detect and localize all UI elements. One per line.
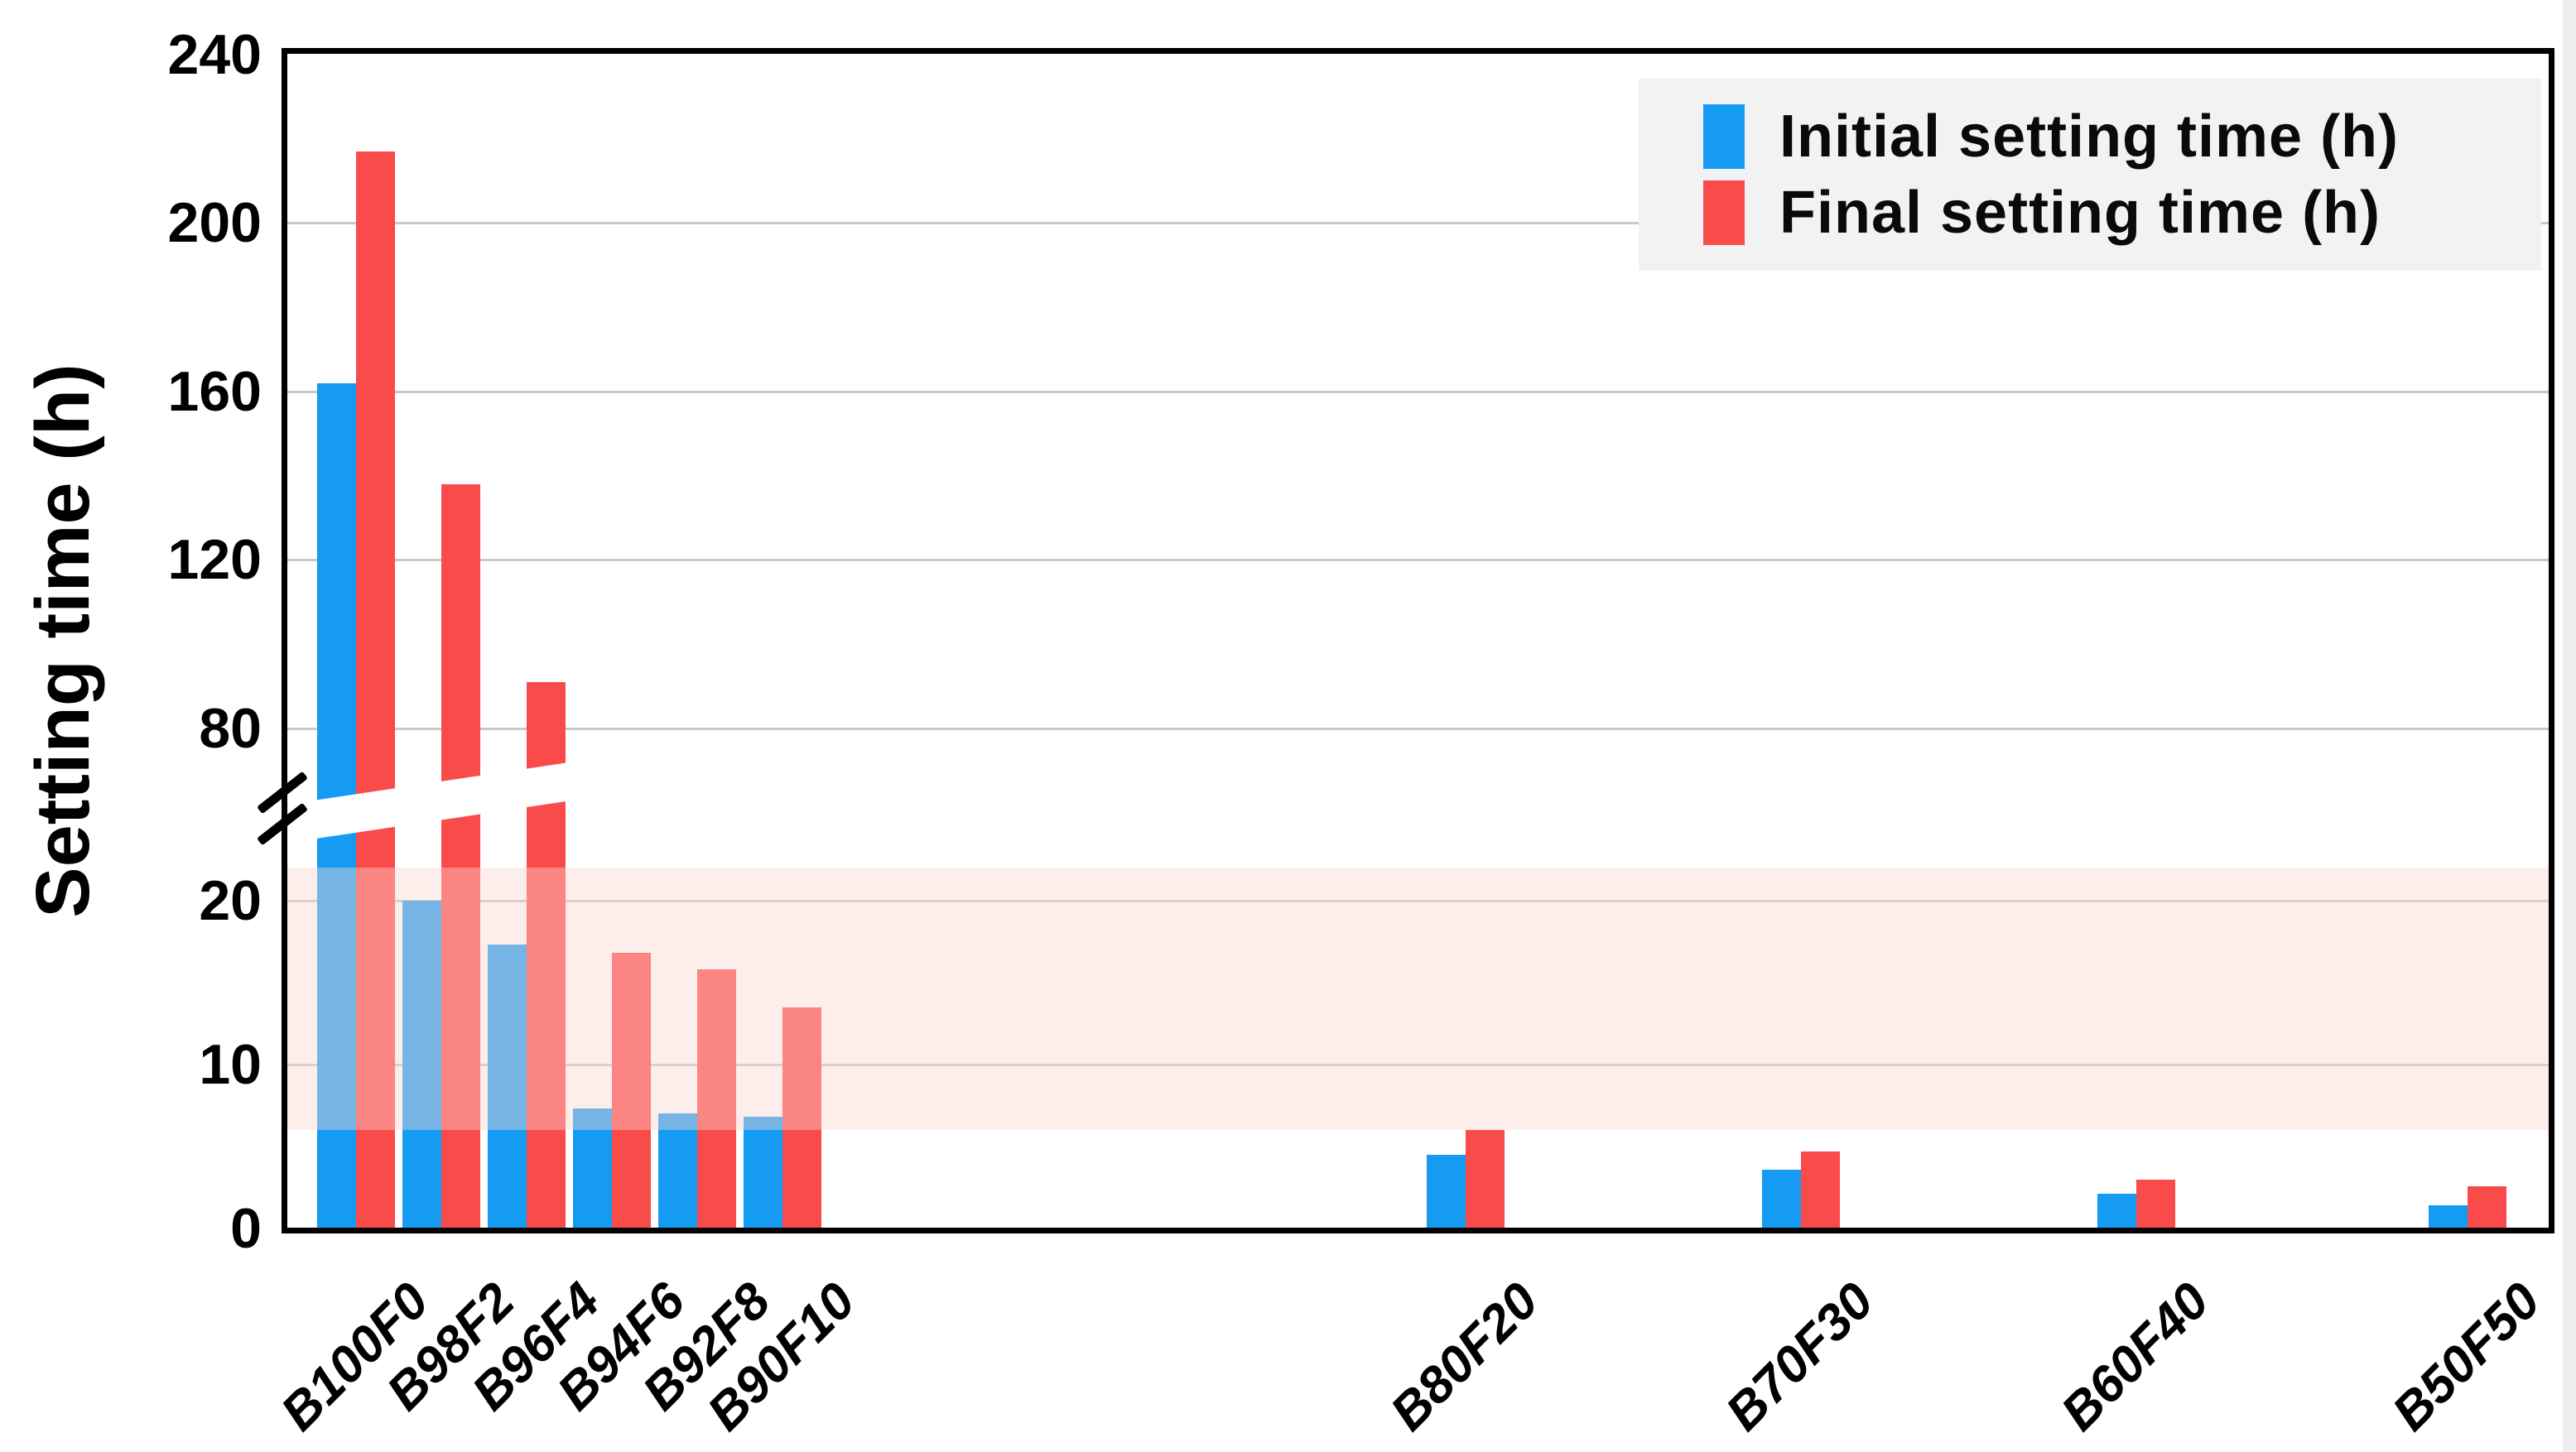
bar-final-b92f8 xyxy=(697,969,736,1228)
bar-initial-b80f20 xyxy=(1427,1154,1466,1228)
bar-initial-b50f50 xyxy=(2429,1205,2468,1228)
y-tick-label-20: 20 xyxy=(199,869,262,932)
y-axis-title: Setting time (h) xyxy=(21,363,105,918)
bar-initial-b90f10 xyxy=(744,1117,782,1228)
bar-final-b80f20 xyxy=(1466,1130,1505,1228)
bar-final-b98f2 xyxy=(441,483,480,1228)
bar-final-b60f40 xyxy=(2136,1179,2175,1228)
bar-initial-b92f8 xyxy=(658,1113,697,1228)
legend: Initial setting time (h) Final setting t… xyxy=(1639,79,2541,271)
y-tick-label-200: 200 xyxy=(167,191,262,255)
highlight-band xyxy=(287,868,2549,1131)
bar-initial-b96f4 xyxy=(488,945,527,1228)
y-tick-label-240: 240 xyxy=(167,22,262,86)
gridline-10 xyxy=(287,1064,2549,1066)
x-tick-label-b60f40: B60F40 xyxy=(2050,1272,2221,1442)
x-tick-label-b50f50: B50F50 xyxy=(2381,1272,2552,1442)
y-tick-label-10: 10 xyxy=(199,1033,262,1096)
bar-final-b90f10 xyxy=(782,1007,821,1228)
legend-swatch-initial-icon xyxy=(1703,104,1745,169)
bar-initial-b94f6 xyxy=(573,1108,612,1228)
x-tick-label-b70f30: B70F30 xyxy=(1715,1272,1885,1442)
bar-final-b94f6 xyxy=(612,953,651,1228)
gridline-120 xyxy=(287,559,2549,562)
legend-item-initial: Initial setting time (h) xyxy=(1703,103,2541,171)
gridline-80 xyxy=(287,728,2549,730)
gridline-160 xyxy=(287,390,2549,393)
gridline-20 xyxy=(287,900,2549,902)
bar-initial-b60f40 xyxy=(2097,1194,2136,1228)
y-tick-label-0: 0 xyxy=(230,1197,262,1260)
y-tick-label-120: 120 xyxy=(167,528,262,592)
legend-label-initial: Initial setting time (h) xyxy=(1779,103,2400,170)
legend-label-final: Final setting time (h) xyxy=(1779,180,2381,246)
right-edge-gutter xyxy=(2563,0,2576,1452)
x-tick-label-b80f20: B80F20 xyxy=(1379,1272,1550,1442)
bar-final-b50f50 xyxy=(2468,1185,2506,1228)
y-tick-label-160: 160 xyxy=(167,359,262,423)
legend-swatch-final-icon xyxy=(1703,180,1745,245)
bar-initial-b70f30 xyxy=(1762,1169,1801,1228)
y-tick-label-80: 80 xyxy=(199,697,262,760)
bar-initial-b98f2 xyxy=(402,901,441,1228)
bar-final-b70f30 xyxy=(1801,1151,1840,1228)
bar-final-b100f0 xyxy=(356,151,395,1228)
gridline-200 xyxy=(287,222,2549,225)
legend-item-final: Final setting time (h) xyxy=(1703,179,2541,247)
